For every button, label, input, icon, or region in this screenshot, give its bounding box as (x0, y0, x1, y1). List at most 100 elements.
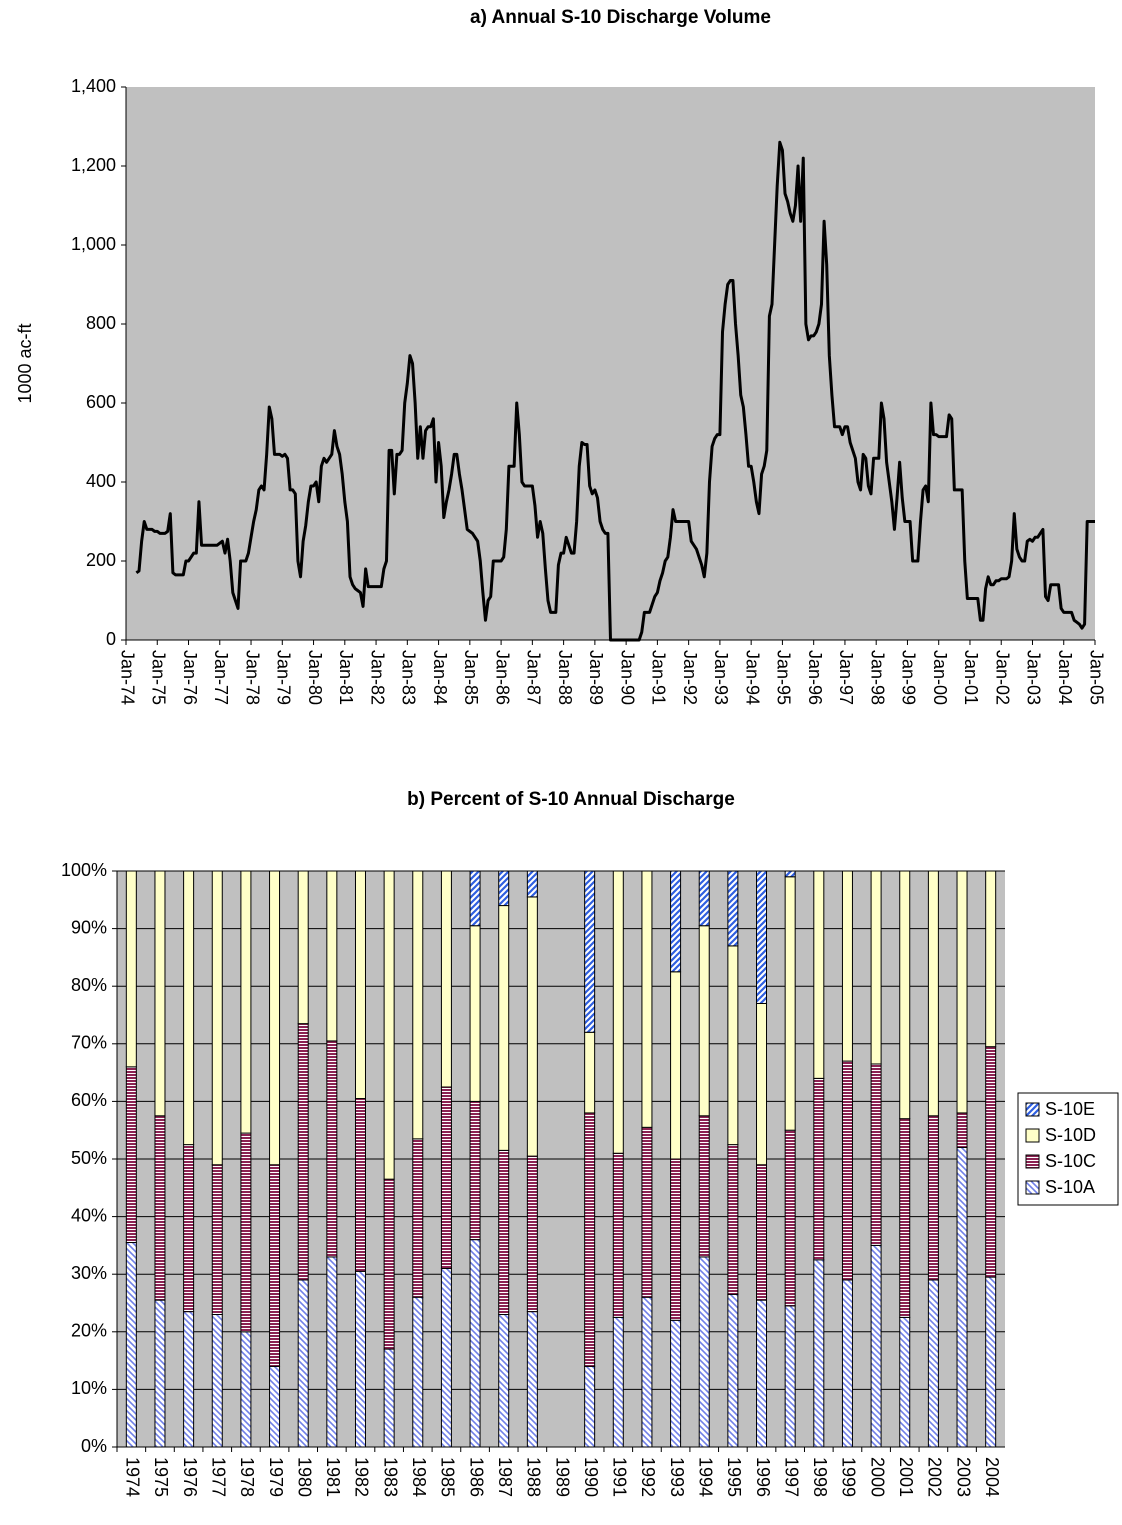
y-tick-label: 100% (61, 860, 107, 880)
bar-segment (354, 1098, 366, 1272)
bar-segment (870, 870, 882, 1065)
x-tick-label: 1992 (638, 1457, 658, 1497)
legend-swatch (1025, 1128, 1040, 1143)
y-tick-label: 90% (71, 917, 107, 937)
legend-label: S-10D (1045, 1125, 1096, 1145)
x-tick-label: 1983 (380, 1457, 400, 1497)
x-tick-label: 1993 (667, 1457, 687, 1497)
bar-segment (440, 1267, 452, 1448)
legend-swatch (1025, 1180, 1040, 1195)
y-tick-label: 60% (71, 1090, 107, 1110)
bar-segment (899, 1316, 911, 1448)
bar-segment (326, 1256, 338, 1448)
x-tick-label: Jan-88 (555, 650, 575, 705)
chart-title: a) Annual S-10 Discharge Volume (470, 7, 771, 28)
y-tick-label: 200 (86, 550, 116, 570)
x-tick-label: Jan-78 (242, 650, 262, 705)
bar-segment (526, 1311, 538, 1448)
bar-segment (612, 1152, 624, 1318)
legend-label: S-10E (1045, 1099, 1095, 1119)
y-tick-label: 80% (71, 975, 107, 995)
x-tick-label: Jan-85 (461, 650, 481, 705)
bar-segment (498, 1314, 510, 1448)
x-tick-label: Jan-89 (586, 650, 606, 705)
y-axis-label: 1000 ac-ft (15, 323, 35, 403)
bar-segment (469, 1100, 481, 1241)
bar-segment (211, 870, 223, 1166)
bar-segment (784, 876, 796, 1131)
bar-segment (383, 1178, 395, 1350)
y-tick-label: 1,000 (71, 234, 116, 254)
bar-segment (125, 870, 137, 1068)
bar-segment (326, 1040, 338, 1258)
y-tick-label: 1,200 (71, 155, 116, 175)
x-tick-label: Jan-92 (680, 650, 700, 705)
bar-segment (297, 1279, 309, 1448)
y-tick-label: 0% (81, 1436, 107, 1456)
x-tick-label: 2000 (867, 1457, 887, 1497)
bar-segment (412, 1138, 424, 1298)
x-tick-label: 1998 (810, 1457, 830, 1497)
x-tick-label: 2004 (982, 1457, 1002, 1497)
x-tick-label: 1987 (495, 1457, 515, 1497)
bar-segment (612, 1316, 624, 1448)
x-tick-label: 1995 (724, 1457, 744, 1497)
bar-segment (498, 1149, 510, 1316)
y-tick-label: 50% (71, 1148, 107, 1168)
bar-segment (727, 1144, 739, 1295)
bar-segment (297, 1023, 309, 1281)
bar-segment (125, 1066, 137, 1244)
x-tick-label: Jan-98 (867, 650, 887, 705)
bar-segment (383, 870, 395, 1180)
bar-segment (383, 1348, 395, 1448)
x-tick-label: Jan-80 (305, 650, 325, 705)
bar-segment (584, 1112, 596, 1367)
bar-segment (841, 1279, 853, 1448)
x-tick-label: 2003 (953, 1457, 973, 1497)
bar-segment (498, 870, 510, 907)
x-tick-label: 1980 (294, 1457, 314, 1497)
bar-segment (526, 896, 538, 1157)
x-tick-label: 1990 (581, 1457, 601, 1497)
x-tick-label: Jan-95 (774, 650, 794, 705)
bar-segment (584, 870, 596, 1033)
x-tick-label: 1991 (610, 1457, 630, 1497)
legend-label: S-10C (1045, 1151, 1096, 1171)
bar-segment (784, 870, 796, 878)
bar-segment (469, 1239, 481, 1448)
bar-segment (670, 1158, 682, 1321)
bar-segment (698, 1115, 710, 1258)
legend-label: S-10A (1045, 1177, 1095, 1197)
bar-segment (956, 1112, 968, 1148)
bar-segment (469, 870, 481, 927)
bar-segment (813, 870, 825, 1079)
x-tick-label: Jan-93 (711, 650, 731, 705)
bar-segment (183, 1311, 195, 1448)
bar-segment (240, 870, 252, 1134)
bar-segment (841, 1060, 853, 1281)
bar-segment (269, 870, 281, 1166)
x-tick-label: Jan-83 (399, 650, 419, 705)
x-tick-label: Jan-84 (430, 650, 450, 705)
x-tick-label: 1986 (466, 1457, 486, 1497)
x-tick-label: Jan-86 (492, 650, 512, 705)
bar-segment (584, 1031, 596, 1114)
bar-segment (813, 1077, 825, 1261)
bar-segment (641, 1126, 653, 1298)
y-tick-label: 70% (71, 1033, 107, 1053)
x-tick-label: Jan-77 (211, 650, 231, 705)
bar-segment (784, 1305, 796, 1448)
x-tick-label: Jan-01 (961, 650, 981, 705)
legend-swatch (1025, 1154, 1040, 1169)
x-tick-label: 1988 (524, 1457, 544, 1497)
x-tick-label: 1997 (781, 1457, 801, 1497)
bar-segment (927, 870, 939, 1117)
bar-segment (813, 1259, 825, 1448)
x-tick-label: 1996 (753, 1457, 773, 1497)
x-tick-label: Jan-03 (1024, 650, 1044, 705)
x-tick-label: 1978 (237, 1457, 257, 1497)
bar-segment (756, 1164, 768, 1301)
x-tick-label: Jan-97 (836, 650, 856, 705)
bar-segment (354, 1270, 366, 1448)
